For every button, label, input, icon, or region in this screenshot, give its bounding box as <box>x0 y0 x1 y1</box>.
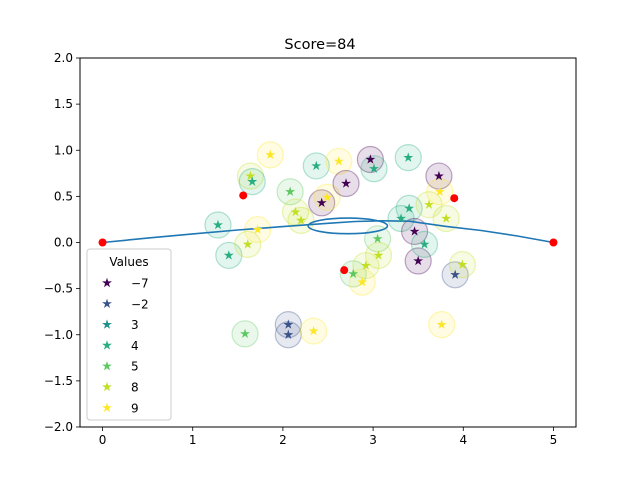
legend-entries: −7 −2 3 4 5 8 9 <box>102 277 149 415</box>
x-tick-label: 0 <box>99 433 107 447</box>
legend-label: 5 <box>131 360 139 374</box>
legend-star-icon <box>102 319 112 329</box>
chart-title: Score=84 <box>284 37 355 53</box>
star-marker <box>424 199 434 209</box>
legend-box <box>86 248 172 421</box>
red-point <box>239 191 248 200</box>
star-marker <box>369 163 379 173</box>
star-marker <box>419 239 430 249</box>
star-marker <box>247 176 258 186</box>
y-tick-label: 1.0 <box>54 143 73 157</box>
star-marker <box>450 269 461 279</box>
legend-label: 4 <box>131 339 139 353</box>
star-marker <box>265 149 276 160</box>
star-marker <box>434 186 445 196</box>
x-tick-label: 4 <box>459 433 467 447</box>
legend-star-icon <box>102 361 112 371</box>
y-tick-label: 2.0 <box>54 51 73 65</box>
star-marker <box>283 319 294 329</box>
legend-label: 8 <box>131 381 139 395</box>
star-marker <box>403 152 414 162</box>
y-axis-ticks: −2.0 −1.5 −1.0 −0.5 0.0 0.5 1.0 1.5 2.0 <box>44 51 80 434</box>
y-tick-label: 0.0 <box>54 236 73 250</box>
star-marker <box>316 197 327 208</box>
legend: Values −7 −2 3 4 5 8 9 <box>86 248 172 421</box>
star-marker <box>213 219 223 230</box>
star-marker <box>441 213 452 223</box>
curve-layer <box>102 217 554 244</box>
red-point <box>340 266 349 275</box>
star-marker <box>404 203 415 213</box>
x-tick-label: 1 <box>189 433 197 447</box>
star-marker <box>296 215 306 225</box>
legend-star-icon <box>102 381 112 392</box>
red-point <box>450 194 459 203</box>
star-marker <box>360 260 371 270</box>
star-marker <box>357 276 368 287</box>
star-marker <box>333 156 344 166</box>
x-tick-label: 5 <box>550 433 558 447</box>
trajectory-loop <box>307 217 389 235</box>
y-tick-label: 0.5 <box>54 189 73 203</box>
star-marker <box>242 239 253 249</box>
star-marker <box>240 328 250 339</box>
legend-label: 9 <box>131 401 139 415</box>
star-marker <box>409 226 420 236</box>
star-marker <box>413 255 424 266</box>
red-point <box>98 238 107 247</box>
legend-star-icon <box>102 277 112 288</box>
star-marker <box>283 329 294 339</box>
star-marker <box>285 186 296 196</box>
star-marker <box>348 268 359 279</box>
star-marker <box>457 259 468 269</box>
star-marker <box>308 325 319 336</box>
star-marker <box>373 250 384 260</box>
star-marker <box>252 224 263 234</box>
x-tick-label: 3 <box>369 433 377 447</box>
red-point <box>549 238 558 247</box>
trajectory-line <box>102 220 554 244</box>
legend-star-icon <box>102 402 112 413</box>
legend-title: Values <box>109 255 148 269</box>
legend-label: 3 <box>131 318 139 332</box>
star-marker <box>365 154 376 164</box>
y-tick-label: −2.0 <box>44 420 73 434</box>
star-marker <box>436 319 447 329</box>
y-tick-label: −0.5 <box>44 282 73 296</box>
y-tick-label: −1.0 <box>44 328 73 342</box>
y-tick-label: −1.5 <box>44 374 73 388</box>
star-marker <box>322 192 333 202</box>
star-marker <box>245 170 256 181</box>
star-marker <box>311 160 322 171</box>
legend-star-icon <box>102 340 112 350</box>
star-marker <box>396 213 406 223</box>
star-marker <box>290 206 301 217</box>
x-tick-label: 2 <box>279 433 287 447</box>
red-point-layer <box>98 191 558 275</box>
star-marker <box>341 178 351 188</box>
legend-label: −2 <box>131 297 149 311</box>
star-marker <box>372 233 383 244</box>
legend-star-icon <box>102 298 112 309</box>
star-marker <box>433 170 444 181</box>
legend-label: −7 <box>131 277 149 291</box>
star-marker-layer <box>213 149 468 339</box>
y-tick-label: 1.5 <box>54 97 73 111</box>
x-axis-ticks: 0 1 2 3 4 5 <box>99 427 558 447</box>
star-marker <box>223 250 234 260</box>
